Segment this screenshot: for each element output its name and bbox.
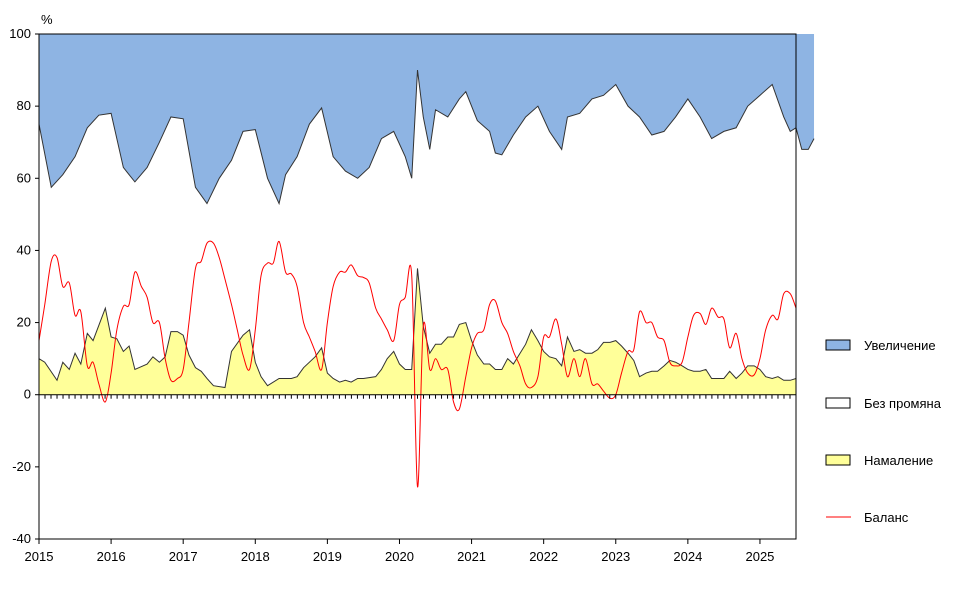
y-tick-label: 60 [17, 170, 31, 185]
x-tick-label: 2024 [673, 549, 702, 564]
legend-item: Намаление [825, 453, 933, 468]
legend-label: Баланс [864, 510, 909, 525]
legend-label: Увеличение [864, 338, 936, 353]
y-tick-label: 20 [17, 315, 31, 330]
x-tick-label: 2018 [241, 549, 270, 564]
y-tick-label: 80 [17, 98, 31, 113]
y-axis-ticks: 100 80 60 40 20 0 -20 -40 [9, 26, 39, 546]
legend-item: Без промяна [825, 396, 942, 411]
zero-line-month-ticks [38, 394, 797, 399]
x-tick-label: 2015 [25, 549, 54, 564]
legend-label: Намаление [864, 453, 933, 468]
y-tick-label: 0 [24, 387, 31, 402]
legend-swatch [825, 454, 851, 466]
series-line-balance [38, 240, 797, 488]
x-tick-label: 2020 [385, 549, 414, 564]
legend-label: Без промяна [864, 396, 942, 411]
x-tick-label: 2025 [745, 549, 774, 564]
y-tick-label: 100 [9, 26, 31, 41]
y-axis-label: % [41, 12, 53, 27]
legend-item: Баланс [826, 510, 909, 525]
x-tick-label: 2016 [97, 549, 126, 564]
legend-swatch [825, 339, 851, 351]
legend-swatch [825, 397, 851, 409]
x-tick-label: 2021 [457, 549, 486, 564]
series-area-increase [39, 34, 815, 204]
axes [38, 33, 797, 540]
x-axis-ticks: 2015 2016 2017 2018 2019 2020 2021 2022 2023 2024… [25, 539, 774, 564]
series-border-increase [38, 70, 815, 206]
x-tick-label: 2023 [601, 549, 630, 564]
x-tick-label: 2022 [529, 549, 558, 564]
x-tick-label: 2019 [313, 549, 342, 564]
series-area-decrease [39, 268, 796, 395]
y-tick-label: 40 [17, 242, 31, 257]
plot-area [38, 34, 815, 488]
legend: Увеличение Без промяна Намаление Баланс [825, 338, 942, 525]
legend-item: Увеличение [825, 338, 936, 353]
x-tick-label: 2017 [169, 549, 198, 564]
y-tick-label: -20 [12, 459, 31, 474]
plot-frame [38, 33, 797, 540]
y-tick-label: -40 [12, 531, 31, 546]
